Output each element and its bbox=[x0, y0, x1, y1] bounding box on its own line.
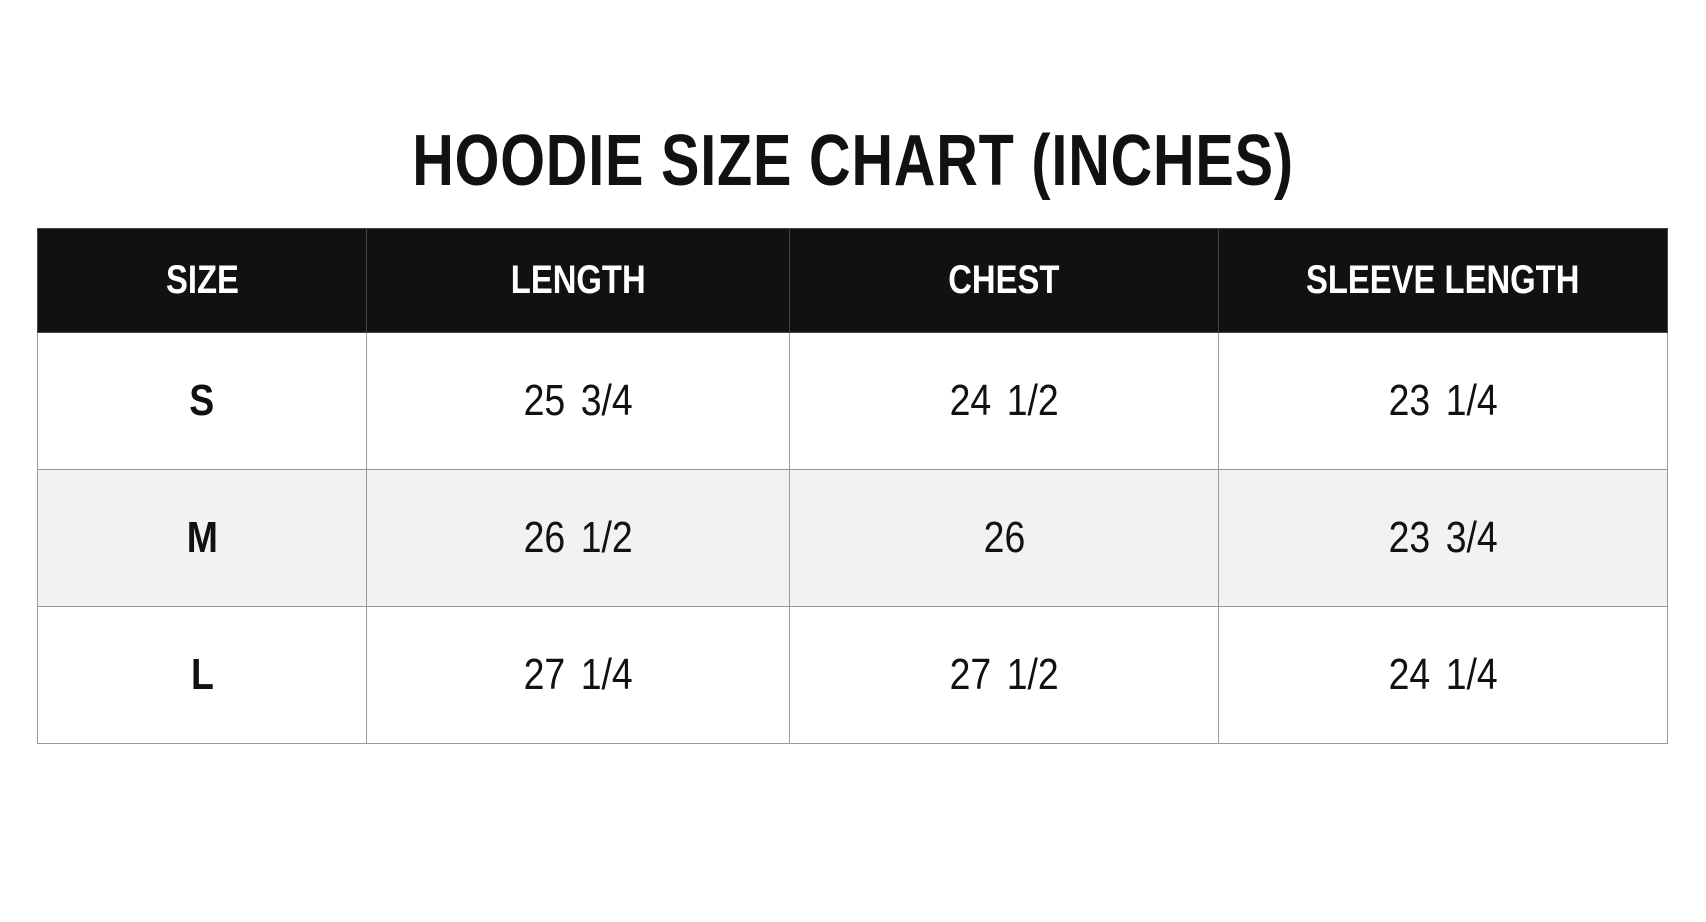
cell-text: 24 1/2 bbox=[949, 376, 1059, 425]
cell-text: 27 1/2 bbox=[949, 650, 1059, 699]
column-header: CHEST bbox=[789, 228, 1219, 333]
column-header-text: CHEST bbox=[948, 258, 1060, 302]
column-header: SIZE bbox=[37, 228, 367, 333]
column-header-text: SIZE bbox=[165, 258, 239, 302]
header-row: SIZE LENGTH CHEST SLEEVE LENGTH bbox=[37, 228, 1668, 333]
measure-cell: 23 1/4 bbox=[1218, 332, 1668, 470]
table-row: S 25 3/4 24 1/2 23 1/4 bbox=[37, 332, 1668, 470]
cell-text: 25 3/4 bbox=[523, 376, 633, 425]
measure-cell: 26 1/2 bbox=[366, 469, 790, 607]
column-header: SLEEVE LENGTH bbox=[1218, 228, 1668, 333]
measure-cell: 25 3/4 bbox=[366, 332, 790, 470]
column-header: LENGTH bbox=[366, 228, 790, 333]
cell-text: 26 1/2 bbox=[523, 513, 633, 562]
measure-cell: 26 bbox=[789, 469, 1219, 607]
size-cell: M bbox=[37, 469, 367, 607]
size-cell: S bbox=[37, 332, 367, 470]
measure-cell: 24 1/2 bbox=[789, 332, 1219, 470]
measure-cell: 27 1/4 bbox=[366, 606, 790, 744]
column-header-text: LENGTH bbox=[510, 258, 646, 302]
cell-text: 23 3/4 bbox=[1388, 513, 1498, 562]
measure-cell: 23 3/4 bbox=[1218, 469, 1668, 607]
chart-title: HOODIE SIZE CHART (INCHES) bbox=[412, 121, 1294, 201]
cell-text: S bbox=[189, 376, 215, 425]
cell-text: 26 bbox=[983, 513, 1025, 562]
cell-text: 24 1/4 bbox=[1388, 650, 1498, 699]
cell-text: 27 1/4 bbox=[523, 650, 633, 699]
size-cell: L bbox=[37, 606, 367, 744]
column-header-text: SLEEVE LENGTH bbox=[1306, 258, 1580, 302]
cell-text: M bbox=[186, 513, 218, 562]
measure-cell: 24 1/4 bbox=[1218, 606, 1668, 744]
size-table: SIZE LENGTH CHEST SLEEVE LENGTH S 25 3/4 24 1… bbox=[37, 228, 1668, 744]
table-row: L 27 1/4 27 1/2 24 1/4 bbox=[37, 606, 1668, 744]
table-body: S 25 3/4 24 1/2 23 1/4 M 26 1/2 26 23 3/4 L 27 1/… bbox=[37, 332, 1668, 744]
cell-text: L bbox=[190, 650, 214, 699]
measure-cell: 27 1/2 bbox=[789, 606, 1219, 744]
title-block: HOODIE SIZE CHART (INCHES) bbox=[0, 118, 1706, 204]
cell-text: 23 1/4 bbox=[1388, 376, 1498, 425]
table-row: M 26 1/2 26 23 3/4 bbox=[37, 469, 1668, 607]
